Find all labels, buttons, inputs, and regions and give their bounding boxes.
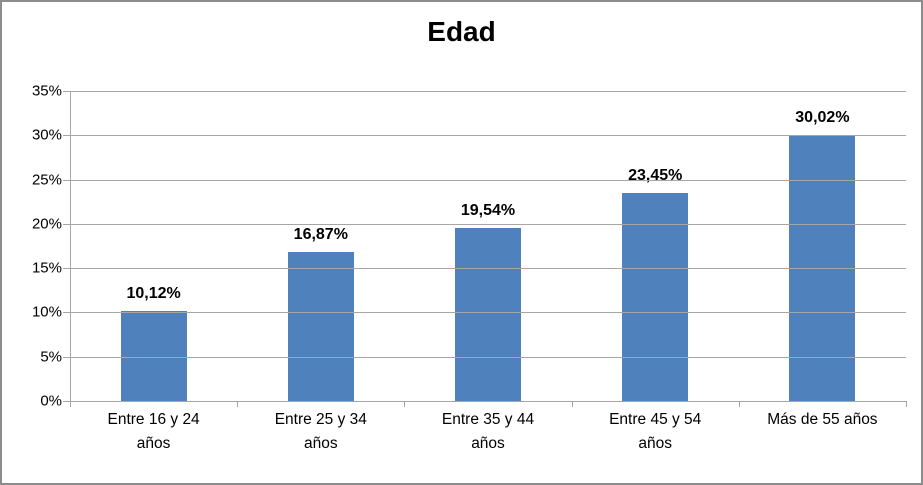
x-axis-tick bbox=[906, 401, 908, 407]
y-tick-label: 0% bbox=[40, 392, 62, 410]
chart-title: Edad bbox=[427, 16, 496, 47]
gridline bbox=[70, 356, 906, 358]
bars-row: 10,12% 16,87% 19,54% 23,45% 30,02% bbox=[70, 91, 908, 407]
gridline bbox=[70, 268, 906, 270]
gridline bbox=[70, 91, 906, 92]
x-axis-labels: Entre 16 y 24 años Entre 25 y 34 años Entr… bbox=[70, 408, 906, 456]
x-category-label-text: Más de 55 años bbox=[767, 411, 878, 428]
y-tick-label: 20% bbox=[31, 215, 62, 233]
x-axis-tick bbox=[738, 401, 740, 407]
bar bbox=[455, 227, 521, 401]
x-category-label-text: Entre 25 y 34 años bbox=[274, 411, 367, 453]
y-axis-tick bbox=[63, 312, 70, 314]
y-axis-tick bbox=[63, 223, 70, 225]
category-cell: 30,02% bbox=[738, 91, 908, 407]
y-tick-label: 35% bbox=[31, 82, 62, 100]
plot-area: 10,12% 16,87% 19,54% 23,45% 30,02% bbox=[63, 91, 908, 407]
x-category-label: Entre 25 y 34 años bbox=[237, 408, 404, 456]
x-category-label: Entre 35 y 44 años bbox=[404, 408, 571, 456]
gridline bbox=[70, 401, 906, 402]
y-tick-label: 25% bbox=[31, 171, 62, 189]
bar-value-label: 30,02% bbox=[795, 109, 850, 127]
x-category-label-text: Entre 45 y 54 años bbox=[609, 411, 702, 453]
bar bbox=[789, 135, 856, 401]
x-category-label: Más de 55 años bbox=[739, 408, 906, 456]
bar bbox=[287, 251, 354, 401]
bar bbox=[120, 311, 187, 401]
y-tick-label: 10% bbox=[31, 303, 62, 321]
x-axis-tick bbox=[70, 401, 71, 407]
x-category-label-text: Entre 35 y 44 años bbox=[441, 411, 535, 453]
y-axis-tick bbox=[63, 135, 70, 137]
bar-value-label: 10,12% bbox=[126, 285, 181, 303]
category-cell: 19,54% bbox=[404, 91, 571, 407]
gridline bbox=[70, 223, 906, 225]
y-axis-tick bbox=[63, 401, 70, 402]
x-axis-tick bbox=[237, 401, 239, 407]
y-tick-label: 15% bbox=[31, 259, 62, 277]
x-category-label: Entre 45 y 54 años bbox=[572, 408, 739, 456]
category-cell: 10,12% bbox=[70, 91, 237, 407]
bar-value-label: 19,54% bbox=[460, 201, 516, 219]
y-axis-labels: 35% 30% 25% 20% 15% 10% 5% 0% bbox=[2, 83, 62, 410]
y-axis-line bbox=[70, 91, 71, 401]
y-axis-tick bbox=[63, 91, 70, 92]
bar-value-label: 23,45% bbox=[628, 167, 683, 185]
gridline bbox=[70, 135, 906, 137]
y-axis-tick bbox=[63, 179, 70, 181]
gridline bbox=[70, 312, 906, 314]
category-cell: 16,87% bbox=[237, 91, 404, 407]
y-tick-label: 30% bbox=[31, 126, 62, 144]
bar-value-label: 16,87% bbox=[293, 225, 348, 243]
x-axis-tick bbox=[404, 401, 406, 407]
bar bbox=[622, 193, 689, 401]
category-cell: 23,45% bbox=[571, 91, 739, 407]
x-category-label: Entre 16 y 24 años bbox=[70, 408, 237, 456]
x-axis-tick bbox=[571, 401, 573, 407]
y-axis-tick bbox=[63, 356, 70, 358]
y-tick-label: 5% bbox=[40, 348, 62, 366]
x-category-label-text: Entre 16 y 24 años bbox=[107, 411, 200, 453]
y-axis-tick bbox=[63, 268, 70, 270]
gridline bbox=[70, 179, 906, 181]
